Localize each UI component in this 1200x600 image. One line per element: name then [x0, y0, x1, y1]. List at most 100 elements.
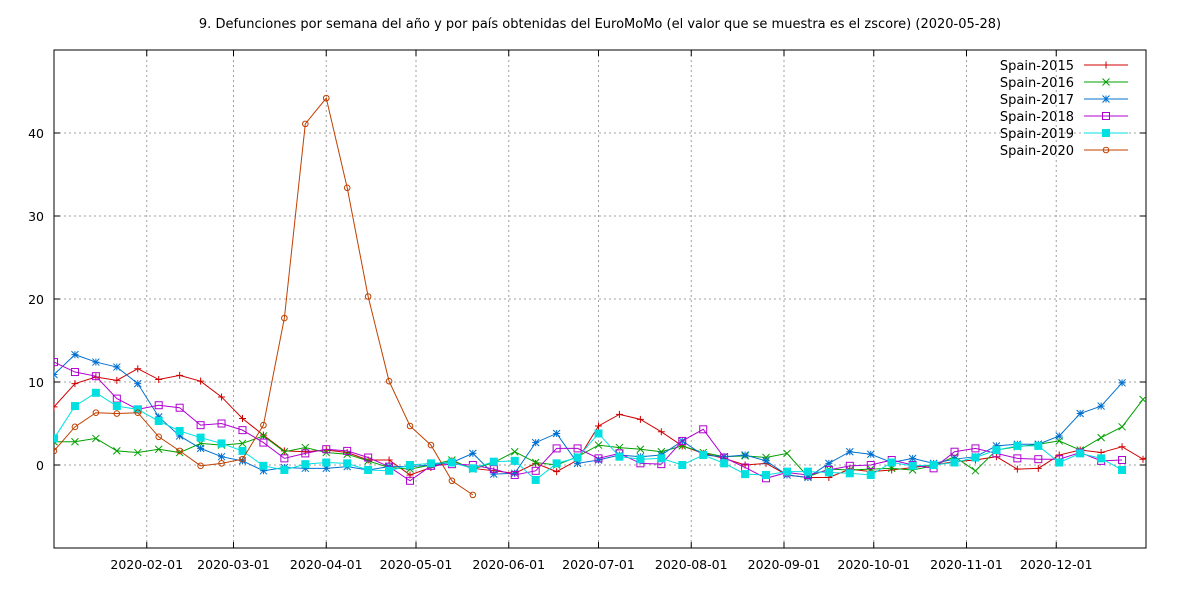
- data-point: [91, 372, 100, 381]
- data-point: [343, 459, 352, 468]
- data-point: [406, 422, 414, 430]
- data-point: [239, 455, 246, 463]
- legend-label: Spain-2018: [1000, 110, 1074, 125]
- x-tick-label: 2020-12-01: [1020, 557, 1093, 572]
- data-point: [322, 464, 331, 473]
- legend-entry: Spain-2015: [1000, 59, 1128, 74]
- legend-marker: [1102, 95, 1110, 103]
- data-point: [385, 466, 394, 475]
- plot-area: [54, 94, 1146, 499]
- data-point: [54, 403, 58, 411]
- data-point: [343, 184, 351, 192]
- data-point: [1034, 464, 1042, 472]
- data-point: [197, 377, 205, 385]
- y-tick-label: 30: [28, 209, 44, 224]
- data-point: [908, 454, 917, 463]
- data-point: [531, 466, 540, 475]
- data-point: [741, 470, 750, 479]
- data-point: [552, 444, 561, 453]
- data-point: [176, 371, 184, 379]
- data-point: [573, 453, 582, 462]
- data-point: [1118, 443, 1126, 451]
- x-tick-label: 2020-11-01: [930, 557, 1003, 572]
- data-point: [302, 120, 309, 128]
- data-point: [259, 438, 268, 447]
- y-tick-label: 20: [28, 292, 44, 307]
- data-point: [1097, 402, 1105, 410]
- data-point: [54, 447, 58, 455]
- data-point: [594, 441, 603, 449]
- data-point: [804, 473, 812, 482]
- data-point: [259, 461, 268, 470]
- data-point: [971, 466, 980, 475]
- data-point: [908, 461, 917, 470]
- legend-label: Spain-2015: [1000, 59, 1074, 74]
- plot-border: [53, 49, 1147, 549]
- data-point: [1034, 455, 1043, 464]
- legend-entry: Spain-2017: [1000, 93, 1128, 108]
- data-point: [91, 388, 100, 397]
- data-point: [1055, 458, 1064, 467]
- data-point: [322, 94, 330, 102]
- data-point: [1055, 432, 1064, 440]
- data-point: [92, 358, 100, 366]
- data-point: [426, 459, 435, 468]
- data-point: [552, 429, 561, 438]
- data-point: [447, 458, 456, 467]
- data-point: [238, 415, 246, 423]
- legend-marker: [1102, 61, 1110, 69]
- axes: 2020-02-01 2020-03-01 2020-04-01 2020-05-01…: [28, 49, 1147, 572]
- data-point: [259, 432, 268, 440]
- data-point: [92, 434, 100, 443]
- data-point: [385, 456, 393, 464]
- data-point: [657, 428, 665, 436]
- legend-marker: [1102, 112, 1110, 120]
- data-point: [113, 376, 121, 384]
- data-point: [615, 452, 624, 461]
- series-line: [54, 97, 474, 496]
- data-point: [154, 417, 163, 426]
- data-point: [1013, 454, 1022, 463]
- data-point: [825, 459, 833, 468]
- data-point: [301, 464, 310, 473]
- legend-entry: Spain-2020: [1000, 144, 1128, 159]
- data-point: [866, 461, 875, 469]
- data-point: [950, 458, 959, 467]
- data-point: [636, 455, 645, 464]
- data-point: [112, 402, 121, 411]
- data-point: [71, 437, 79, 446]
- data-point: [154, 413, 163, 421]
- data-point: [992, 446, 1001, 455]
- x-tick-label: 2020-10-01: [837, 557, 910, 572]
- data-point: [406, 476, 415, 485]
- data-point: [197, 462, 204, 470]
- data-point: [594, 456, 603, 464]
- data-point: [594, 429, 603, 438]
- data-point: [489, 470, 498, 478]
- data-point: [845, 447, 854, 456]
- data-point: [70, 402, 79, 411]
- data-point: [510, 470, 519, 479]
- data-point: [887, 458, 896, 467]
- data-point: [803, 467, 812, 476]
- data-point: [1118, 456, 1127, 465]
- data-point: [217, 419, 226, 428]
- data-point: [657, 454, 666, 463]
- data-point: [468, 464, 477, 473]
- data-point: [1118, 378, 1126, 387]
- data-point: [134, 409, 142, 417]
- data-point: [762, 456, 770, 465]
- data-point: [531, 438, 540, 447]
- x-tick-label: 2020-02-01: [110, 557, 183, 572]
- data-point: [532, 459, 540, 467]
- data-point: [112, 447, 121, 455]
- data-point: [196, 444, 205, 453]
- data-point: [573, 459, 582, 468]
- data-point: [1034, 441, 1043, 450]
- legend: Spain-2015 Spain-2016 Spain-2017 Spain-2018…: [1000, 59, 1128, 159]
- data-point: [762, 470, 771, 479]
- data-point: [595, 422, 603, 430]
- y-tick-label: 40: [28, 126, 44, 141]
- data-point: [280, 447, 289, 456]
- chart-title: 9. Defunciones por semana del año y por …: [199, 17, 1001, 32]
